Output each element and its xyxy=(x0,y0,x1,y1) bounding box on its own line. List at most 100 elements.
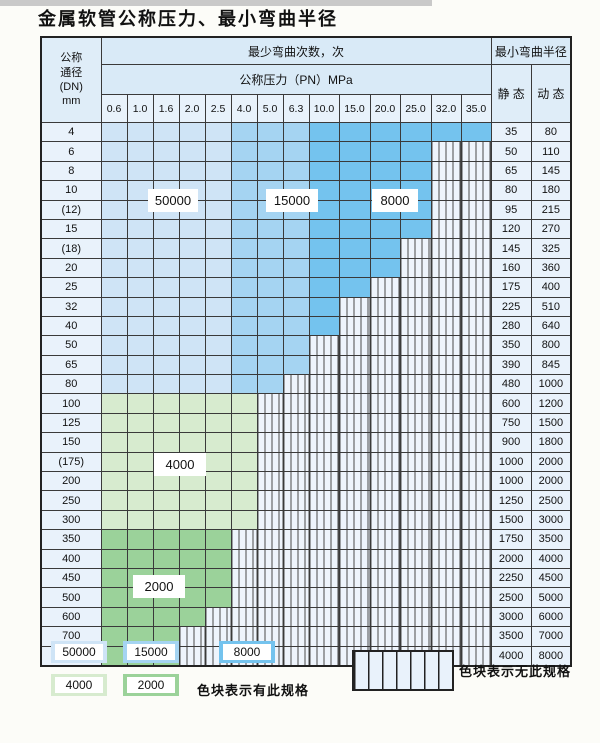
spec-cell-available xyxy=(204,509,232,531)
spec-cell-available xyxy=(152,296,180,317)
page-title: 金属软管公称压力、最小弯曲半径 xyxy=(38,9,338,29)
spec-cell-unavailable xyxy=(256,548,284,569)
spec-cell-available xyxy=(178,374,206,395)
spec-cell-unavailable xyxy=(308,374,340,395)
spec-cell-available xyxy=(100,529,128,550)
dynamic-radius-value: 270 xyxy=(530,218,572,240)
spec-cell-unavailable xyxy=(308,548,340,569)
spec-cell-available xyxy=(204,471,232,492)
dynamic-radius-value: 4500 xyxy=(530,567,572,589)
dynamic-radius-value: 640 xyxy=(530,315,572,337)
dn-value: 400 xyxy=(40,548,102,569)
spec-cell-available xyxy=(282,296,310,317)
dynamic-radius-value: 800 xyxy=(530,335,572,356)
spec-cell-available xyxy=(100,296,128,317)
spec-cell-unavailable xyxy=(430,509,462,531)
spec-cell-available xyxy=(100,412,128,434)
spec-cell-unavailable xyxy=(256,509,284,531)
spec-cell-unavailable xyxy=(178,626,206,647)
pressure-tick: 15.0 xyxy=(338,94,371,123)
spec-cell-unavailable xyxy=(338,374,371,395)
spec-cell-unavailable xyxy=(460,606,492,628)
spec-cell-available xyxy=(230,315,258,337)
spec-cell-unavailable xyxy=(460,471,492,492)
spec-cell-available xyxy=(126,374,154,395)
spec-cell-unavailable xyxy=(460,529,492,550)
legend-hatch-sample xyxy=(352,650,454,691)
dynamic-radius-value: 845 xyxy=(530,354,572,376)
spec-cell-available xyxy=(100,121,128,143)
spec-cell-unavailable xyxy=(399,393,432,414)
spec-cell-unavailable xyxy=(460,412,492,434)
spec-cell-unavailable xyxy=(369,296,401,317)
pressure-tick: 2.5 xyxy=(204,94,232,123)
spec-cell-available xyxy=(178,315,206,337)
spec-cell-available xyxy=(126,393,154,414)
spec-cell-available xyxy=(152,238,180,259)
spec-cell-available xyxy=(126,451,154,473)
spec-cell-unavailable xyxy=(399,315,432,337)
table-row: 350 1750 3500 xyxy=(40,529,572,550)
spec-cell-unavailable xyxy=(430,587,462,608)
spec-cell-unavailable xyxy=(369,490,401,511)
legend-note-has-spec: 色块表示有此规格 xyxy=(197,683,310,698)
spec-cell-available xyxy=(100,490,128,511)
spec-cell-unavailable xyxy=(338,509,371,531)
spec-cell-unavailable xyxy=(256,412,284,434)
spec-cell-available xyxy=(369,121,401,143)
spec-cell-available xyxy=(126,412,154,434)
spec-cell-unavailable xyxy=(369,335,401,356)
spec-cell-available xyxy=(308,277,340,298)
legend-swatch-8000: 8000 xyxy=(219,641,275,663)
spec-cell-unavailable xyxy=(282,374,310,395)
spec-cell-unavailable xyxy=(256,529,284,550)
spec-cell-available xyxy=(152,121,180,143)
spec-cell-unavailable xyxy=(460,218,492,240)
static-radius-value: 50 xyxy=(490,141,532,162)
dn-value: 150 xyxy=(40,432,102,453)
spec-cell-available xyxy=(178,296,206,317)
spec-cell-available xyxy=(338,180,371,201)
spec-cell-unavailable xyxy=(230,606,258,628)
spec-cell-unavailable xyxy=(338,335,371,356)
cycles-label-50000: 50000 xyxy=(148,189,198,212)
static-radius-value: 3500 xyxy=(490,626,532,647)
spec-cell-unavailable xyxy=(460,180,492,201)
spec-cell-unavailable xyxy=(369,606,401,628)
spec-cell-available xyxy=(308,257,340,279)
static-radius-value: 80 xyxy=(490,180,532,201)
spec-cell-unavailable xyxy=(282,393,310,414)
static-radius-value: 1000 xyxy=(490,471,532,492)
spec-cell-available xyxy=(338,277,371,298)
pressure-tick: 6.3 xyxy=(282,94,310,123)
spec-cell-unavailable xyxy=(256,471,284,492)
spec-cell-unavailable xyxy=(430,606,462,628)
pressure-tick: 20.0 xyxy=(369,94,401,123)
spec-cell-available xyxy=(308,315,340,337)
dynamic-radius-value: 4000 xyxy=(530,548,572,569)
dynamic-radius-value: 2000 xyxy=(530,451,572,473)
spec-cell-unavailable xyxy=(460,626,492,647)
spec-cell-available xyxy=(204,432,232,453)
dynamic-radius-value: 5000 xyxy=(530,587,572,608)
static-radius-value: 900 xyxy=(490,432,532,453)
table-row: 200 1000 2000 xyxy=(40,471,572,492)
spec-cell-available xyxy=(152,374,180,395)
spec-cell-unavailable xyxy=(399,509,432,531)
dn-header: 公称 通径 (DN) mm xyxy=(40,36,102,123)
spec-cell-available xyxy=(256,277,284,298)
spec-cell-unavailable xyxy=(338,626,371,647)
spec-cell-unavailable xyxy=(282,432,310,453)
table-row: 8 65 145 xyxy=(40,160,572,182)
spec-cell-available xyxy=(338,160,371,182)
spec-cell-available xyxy=(152,141,180,162)
dynamic-radius-value: 145 xyxy=(530,160,572,182)
spec-cell-unavailable xyxy=(369,471,401,492)
spec-cell-unavailable xyxy=(282,548,310,569)
spec-cell-unavailable xyxy=(308,412,340,434)
spec-cell-unavailable xyxy=(282,412,310,434)
spec-cell-unavailable xyxy=(430,335,462,356)
static-radius-value: 600 xyxy=(490,393,532,414)
spec-cell-unavailable xyxy=(460,277,492,298)
spec-cell-unavailable xyxy=(399,490,432,511)
